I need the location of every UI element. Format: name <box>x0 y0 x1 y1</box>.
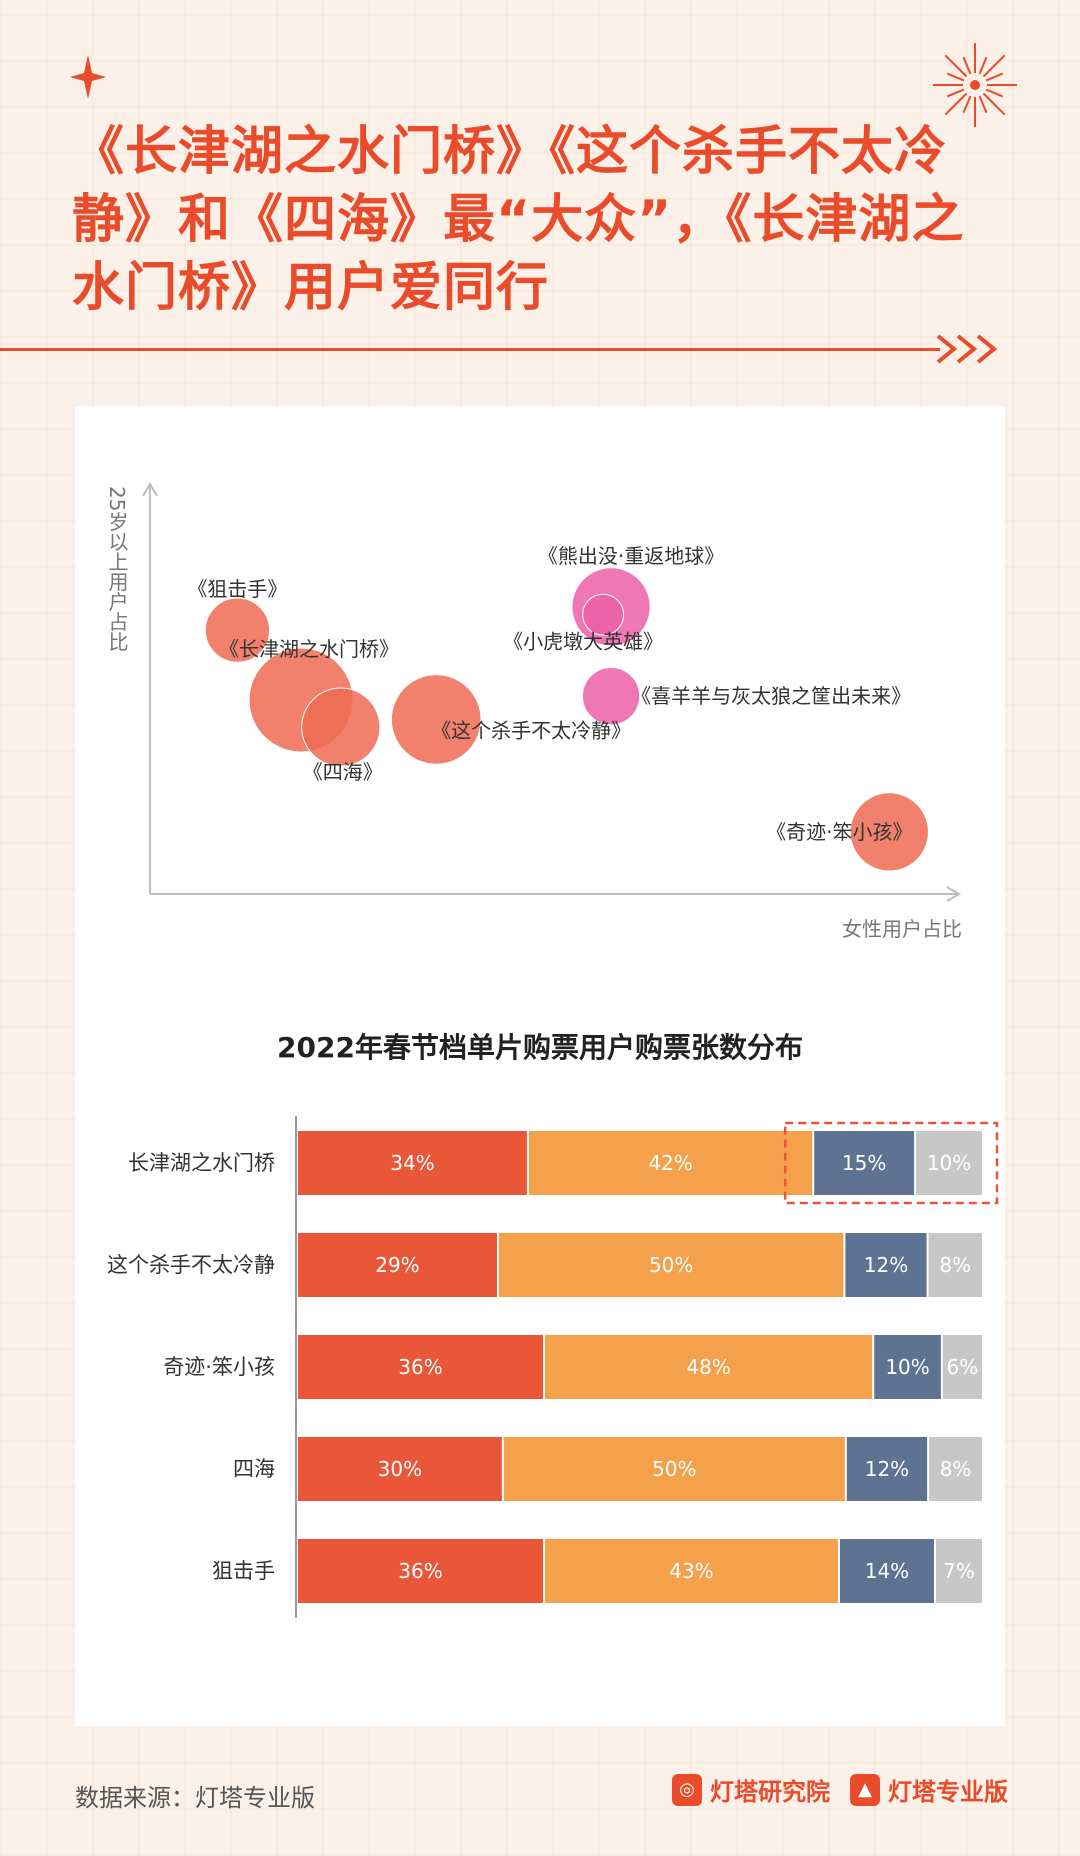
y-axis-label: 25岁以上用户占比 <box>105 486 129 651</box>
brand-pro: ▲ 灯塔专业版 <box>850 1772 1008 1807</box>
bar-chart-title: 2022年春节档单片购票用户购票张数分布 <box>277 1031 803 1064</box>
bar-segment <box>814 1131 915 1195</box>
legend-label: 3张 <box>577 1654 610 1656</box>
stacked-bar-chart: 长津湖之水门桥 34% 42% 15% 10% 这个杀手不太冷静 29% 50% 12% 8% 奇迹… <box>107 1116 999 1656</box>
bubble-point <box>390 674 482 765</box>
bar-value-label: 7% <box>943 1559 975 1583</box>
bar-value-label: 15% <box>842 1151 886 1175</box>
bar-segment <box>839 1539 934 1603</box>
bar-segment <box>874 1335 941 1399</box>
bar-value-label: 43% <box>669 1559 713 1583</box>
bar-segment <box>544 1539 838 1603</box>
bubble-label: 《小虎墩大英雄》 <box>503 630 663 654</box>
bar-segment <box>298 1539 543 1603</box>
bar-value-label: 34% <box>390 1151 434 1175</box>
bar-segment <box>845 1233 927 1297</box>
bar-segment <box>298 1233 497 1297</box>
category-label: 这个杀手不太冷静 <box>107 1253 275 1277</box>
bubble-chart: 25岁以上用户占比 女性用户占比 《狙击手》《长津湖之水门桥》《四海》 《这个杀手… <box>105 482 962 941</box>
category-label: 奇迹·笨小孩 <box>163 1355 275 1379</box>
bubble-label: 《四海》 <box>303 760 383 784</box>
bar-value-label: 10% <box>927 1151 971 1175</box>
x-axis-label: 女性用户占比 <box>842 917 962 941</box>
bar-value-label: 42% <box>648 1151 692 1175</box>
y-axis-arrow <box>142 482 158 497</box>
highlight-box <box>783 1121 999 1205</box>
bar-value-label: 12% <box>864 1253 908 1277</box>
bar-segment <box>503 1437 845 1501</box>
bar-segment <box>935 1539 982 1603</box>
category-label: 狙击手 <box>212 1559 275 1583</box>
bar-value-label: 8% <box>939 1253 971 1277</box>
x-axis-arrow <box>946 886 961 902</box>
bar-segment <box>298 1335 543 1399</box>
headline-divider <box>0 348 940 351</box>
bar-value-label: 48% <box>686 1355 730 1379</box>
legend-label: 1张 <box>373 1654 406 1656</box>
bubble-label: 《奇迹·笨小孩》 <box>766 820 912 844</box>
bar-value-label: 12% <box>865 1457 909 1481</box>
data-source-note: 数据来源：灯塔专业版 <box>75 1784 315 1812</box>
bubble-label: 《狙击手》 <box>187 577 287 601</box>
bar-value-label: 6% <box>947 1355 979 1379</box>
bubble-point <box>204 597 271 663</box>
bar-segment <box>298 1131 527 1195</box>
bubble-point <box>849 792 929 872</box>
bubble-label: 《长津湖之水门桥》 <box>219 637 399 661</box>
lighthouse-research-icon: ◎ <box>672 1773 702 1806</box>
bar-segment <box>846 1437 928 1501</box>
bar-segment <box>498 1233 844 1297</box>
bar-segment <box>928 1233 982 1297</box>
bubble-label: 《喜羊羊与灰太狼之筐出未来》 <box>631 684 911 708</box>
bar-value-label: 50% <box>649 1253 693 1277</box>
sparkle-icon <box>70 55 106 99</box>
bar-value-label: 10% <box>885 1355 929 1379</box>
bar-segment <box>929 1437 982 1501</box>
category-label: 长津湖之水门桥 <box>128 1151 275 1175</box>
bar-segment <box>528 1131 813 1195</box>
firework-icon <box>933 43 1017 127</box>
bubble-point <box>581 666 641 726</box>
brand-research-label: 灯塔研究院 <box>710 1778 830 1806</box>
bubble-label: 《熊出没·重返地球》 <box>538 544 724 568</box>
chart-card: 25岁以上用户占比 女性用户占比 《狙击手》《长津湖之水门桥》《四海》 《这个杀手… <box>75 406 1005 1726</box>
page-headline: 《长津湖之水门桥》《这个杀手不太冷静》和《四海》最“大众”，《长津湖之水门桥》用… <box>72 122 965 318</box>
bar-segment <box>916 1131 982 1195</box>
lighthouse-pro-icon: ▲ <box>850 1773 880 1806</box>
bar-value-label: 8% <box>940 1457 972 1481</box>
bar-value-label: 36% <box>398 1355 442 1379</box>
bar-segment <box>544 1335 873 1399</box>
bar-value-label: 50% <box>652 1457 696 1481</box>
category-label: 四海 <box>233 1457 275 1481</box>
brand-pro-label: 灯塔专业版 <box>888 1778 1008 1806</box>
bubble-point <box>301 687 381 767</box>
legend-label: 4张及以上 <box>679 1654 772 1656</box>
bar-value-label: 29% <box>375 1253 419 1277</box>
bar-segment <box>298 1437 502 1501</box>
legend-label: 2张 <box>475 1654 508 1656</box>
bar-segment <box>942 1335 982 1399</box>
bar-value-label: 14% <box>865 1559 909 1583</box>
brand-research: ◎ 灯塔研究院 <box>672 1772 830 1807</box>
bubble-point <box>582 593 625 636</box>
bar-value-label: 30% <box>378 1457 422 1481</box>
triple-arrow-icon <box>936 334 998 364</box>
bar-value-label: 36% <box>398 1559 442 1583</box>
bubble-label: 《这个杀手不太冷静》 <box>431 718 631 742</box>
